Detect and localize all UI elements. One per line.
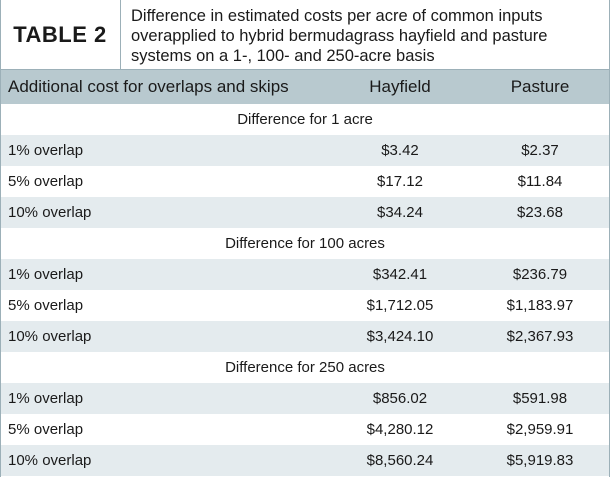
hayfield-value: $3,424.10 — [366, 328, 434, 345]
column-header-row: Additional cost for overlaps and skips H… — [0, 70, 610, 104]
table-left-border — [0, 0, 1, 477]
hayfield-value: $34.24 — [377, 204, 423, 221]
section-heading: Difference for 100 acres — [0, 228, 610, 259]
hayfield-value: $4,280.12 — [366, 421, 434, 438]
table-row: 5% overlap $17.12 $11.84 — [0, 166, 610, 197]
table-title-block: TABLE 2 Difference in estimated costs pe… — [0, 0, 610, 70]
hayfield-value: $3.42 — [381, 142, 419, 159]
pasture-value: $23.68 — [517, 204, 563, 221]
pasture-value: $2.37 — [521, 142, 559, 159]
table-number: TABLE 2 — [0, 0, 121, 69]
table-row: 10% overlap $3,424.10 $2,367.93 — [0, 321, 610, 352]
column-header-hayfield: Hayfield — [369, 77, 431, 96]
section-heading: Difference for 250 acres — [0, 352, 610, 383]
column-header-pasture: Pasture — [510, 77, 570, 96]
table-row: 10% overlap $8,560.24 $5,919.83 — [0, 445, 610, 476]
hayfield-value: $342.41 — [372, 266, 428, 283]
section-heading: Difference for 1 acre — [0, 104, 610, 135]
pasture-value: $11.84 — [517, 173, 563, 190]
hayfield-value: $8,560.24 — [366, 452, 434, 469]
table-row: 5% overlap $4,280.12 $2,959.91 — [0, 414, 610, 445]
row-label: 1% overlap — [8, 142, 84, 159]
table-row: 1% overlap $342.41 $236.79 — [0, 259, 610, 290]
table-caption: Difference in estimated costs per acre o… — [131, 7, 548, 65]
row-label: 10% overlap — [8, 452, 92, 469]
row-label: 1% overlap — [8, 390, 84, 407]
pasture-value: $2,959.91 — [506, 421, 574, 438]
table-row: 5% overlap $1,712.05 $1,183.97 — [0, 290, 610, 321]
column-header-item: Additional cost for overlaps and skips — [8, 77, 289, 96]
row-label: 1% overlap — [8, 266, 84, 283]
row-label: 5% overlap — [8, 297, 84, 314]
table-row: 1% overlap $856.02 $591.98 — [0, 383, 610, 414]
pasture-value: $2,367.93 — [506, 328, 574, 345]
hayfield-value: $17.12 — [377, 173, 423, 190]
table-row: 1% overlap $3.42 $2.37 — [0, 135, 610, 166]
pasture-value: $236.79 — [512, 266, 568, 283]
pasture-value: $5,919.83 — [506, 452, 574, 469]
row-label: 5% overlap — [8, 173, 84, 190]
row-label: 10% overlap — [8, 204, 92, 221]
hayfield-value: $856.02 — [372, 390, 428, 407]
hayfield-value: $1,712.05 — [366, 297, 434, 314]
pasture-value: $591.98 — [512, 390, 568, 407]
row-label: 10% overlap — [8, 328, 92, 345]
pasture-value: $1,183.97 — [506, 297, 574, 314]
table-row: 10% overlap $34.24 $23.68 — [0, 197, 610, 228]
row-label: 5% overlap — [8, 421, 84, 438]
